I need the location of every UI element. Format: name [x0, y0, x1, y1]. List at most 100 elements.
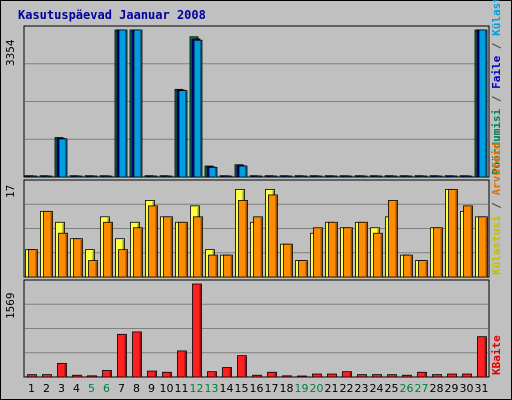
bar-kbaite-day-8 [132, 331, 142, 378]
bar-shade [65, 234, 67, 277]
bar-külastajaid-day-7 [118, 29, 128, 178]
bar-arvuteid-day-7 [118, 249, 128, 278]
x-tick-label-day-29: 29 [445, 382, 459, 395]
bar-shade [109, 371, 111, 377]
x-tick-label-day-31: 31 [475, 382, 489, 395]
bar-shade [125, 250, 127, 277]
bar-arvuteid-day-18 [283, 243, 293, 278]
bar-külastajaid-day-14 [223, 175, 233, 178]
bar-külastajaid-day-11 [178, 90, 188, 178]
bar-shade [380, 234, 382, 277]
bar-arvuteid-day-9 [148, 205, 158, 278]
bar-shade [484, 337, 486, 377]
bar-kbaite-day-22 [342, 371, 352, 378]
bar-shade [244, 356, 246, 377]
bar-arvuteid-day-17 [268, 194, 278, 278]
bar-külastajaid-day-2 [43, 175, 53, 178]
bar-arvuteid-day-15 [238, 200, 248, 278]
bar-arvuteid-day-11 [178, 221, 188, 278]
bar-shade [35, 250, 37, 277]
bar-kbaite-day-18 [282, 375, 292, 378]
bar-shade [275, 195, 277, 277]
bar-külastajaid-day-10 [163, 175, 173, 178]
bar-shade [274, 373, 276, 377]
x-tick-label-day-11: 11 [175, 382, 189, 395]
x-tick-label-day-4: 4 [73, 382, 80, 395]
bar-kbaite-day-19 [297, 375, 307, 378]
bar-shade [229, 368, 231, 377]
bar-shade [199, 285, 201, 377]
bar-arvuteid-day-21 [328, 221, 338, 278]
bar-kbaite-day-5 [87, 375, 97, 378]
x-tick-label-day-17: 17 [265, 382, 279, 395]
x-tick-label-day-30: 30 [460, 382, 474, 395]
bar-shade [455, 190, 457, 277]
x-tick-label-day-6: 6 [103, 382, 110, 395]
bar-arvuteid-day-19 [298, 260, 308, 278]
bar-arvuteid-day-5 [88, 260, 98, 278]
bar-shade [185, 223, 187, 277]
bar-shade [290, 245, 292, 277]
bar-kbaite-day-13 [207, 371, 217, 378]
bar-arvuteid-day-10 [163, 216, 173, 278]
bar-shade [424, 373, 426, 377]
bar-arvuteid-day-3 [58, 232, 68, 278]
bar-shade [305, 261, 307, 277]
bar-külastajaid-day-24 [373, 175, 383, 178]
bar-kbaite-day-7 [117, 333, 127, 378]
bar-arvuteid-day-27 [418, 260, 428, 278]
bar-kbaite-day-2 [42, 374, 52, 378]
bar-shade [155, 206, 157, 277]
x-tick-label-day-7: 7 [118, 382, 125, 395]
bar-kbaite-day-4 [72, 374, 82, 378]
bar-shade [260, 217, 262, 277]
bar-shade [124, 335, 126, 377]
bar-kbaite-day-15 [237, 355, 247, 378]
bar-shade [214, 372, 216, 377]
bar-shade [410, 256, 412, 277]
bar-shade [170, 217, 172, 277]
bar-shade [169, 373, 171, 377]
bar-arvuteid-day-22 [343, 227, 353, 278]
bar-arvuteid-day-29 [448, 189, 458, 278]
bar-külastajaid-day-23 [358, 175, 368, 178]
bar-shade [335, 223, 337, 277]
bar-kbaite-day-14 [222, 367, 232, 378]
bar-shade [425, 261, 427, 277]
bar-arvuteid-day-2 [43, 210, 53, 278]
bar-arvuteid-day-13 [208, 254, 218, 278]
bar-külastajaid-day-17 [268, 175, 278, 178]
bar-arvuteid-day-6 [103, 221, 113, 278]
bar-arvuteid-day-24 [373, 232, 383, 278]
bar-shade [320, 228, 322, 277]
bar-shade [65, 139, 67, 177]
bar-shade [395, 201, 397, 277]
bar-shade [245, 201, 247, 277]
bar-kbaite-day-25 [387, 374, 397, 378]
bar-shade [185, 91, 187, 177]
x-tick-label-day-24: 24 [370, 382, 384, 395]
bar-shade [349, 372, 351, 377]
x-tick-label-day-28: 28 [430, 382, 444, 395]
x-tick-label-day-2: 2 [43, 382, 50, 395]
x-tick-label-day-22: 22 [340, 382, 354, 395]
bar-külastajaid-day-22 [343, 175, 353, 178]
bar-arvuteid-day-16 [253, 216, 263, 278]
bar-shade [95, 261, 97, 277]
chart-title: Kasutuspäevad Jaanuar 2008 [18, 8, 206, 22]
x-tick-label-day-21: 21 [325, 382, 339, 395]
bar-külastajaid-day-26 [403, 175, 413, 178]
x-tick-label-day-19: 19 [295, 382, 309, 395]
bar-külastajaid-day-12 [193, 39, 203, 178]
bar-shade [230, 256, 232, 277]
bar-kbaite-day-24 [372, 374, 382, 378]
bar-arvuteid-day-12 [193, 216, 203, 278]
x-tick-label-day-13: 13 [205, 382, 219, 395]
bar-külastajaid-day-31 [478, 29, 488, 178]
bar-kbaite-day-10 [162, 371, 172, 378]
bar-shade [140, 31, 142, 177]
x-tick-label-day-8: 8 [133, 382, 140, 395]
bar-shade [485, 217, 487, 277]
bar-arvuteid-day-8 [133, 227, 143, 278]
bar-kbaite-day-12 [192, 283, 202, 378]
